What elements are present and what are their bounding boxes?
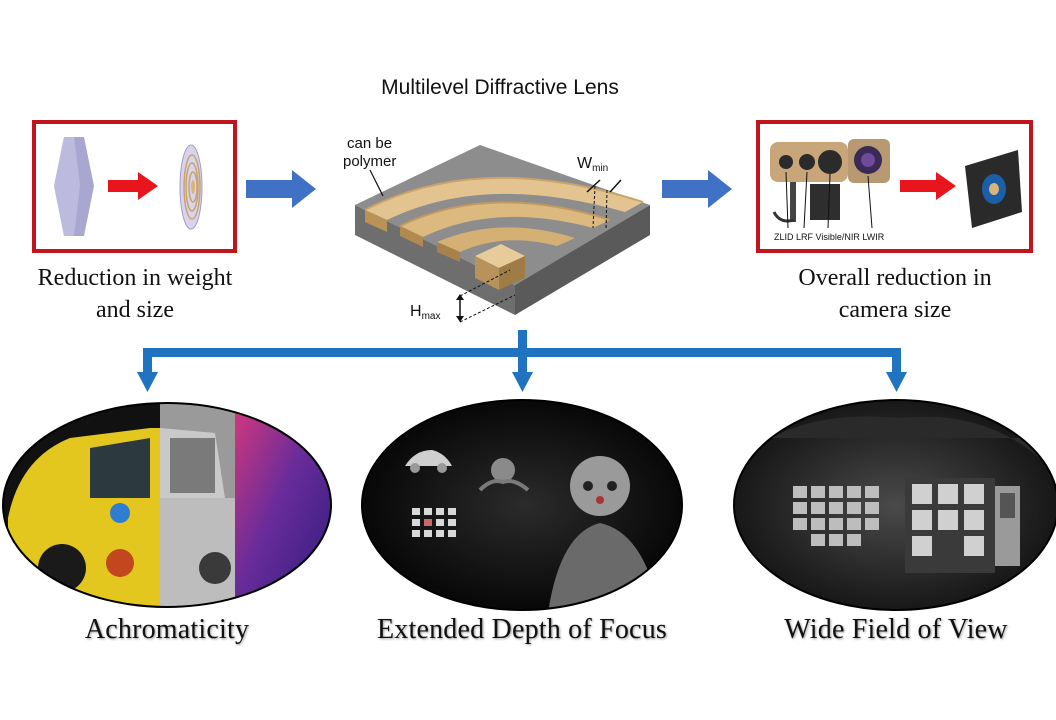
red-arrow-left-body <box>108 180 138 192</box>
arrow-down-right <box>886 372 907 392</box>
material-label-line1: can be <box>347 135 392 152</box>
material-label-line2: polymer <box>343 153 396 170</box>
multilevel-lens-illustration: can be polymer Wmin Hmax <box>343 135 650 323</box>
w-min-label: Wmin <box>577 155 608 174</box>
arrow-down-left <box>137 372 158 392</box>
caption-extended-depth: Extended Depth of Focus <box>377 614 667 645</box>
lens-comparison-graphic <box>54 137 203 236</box>
left-lens-comparison-panel <box>32 120 237 253</box>
achromaticity-image <box>3 403 331 607</box>
wide-field-image <box>734 400 1056 610</box>
caption-achromaticity: Achromaticity <box>84 614 250 645</box>
red-arrow-left-head <box>138 172 158 200</box>
h-max-label: Hmax <box>410 303 440 322</box>
blue-arrow-to-lens <box>246 170 316 208</box>
caption-wide-field: Wide Field of View <box>784 614 1008 645</box>
arrow-down-center <box>512 372 533 392</box>
diagram-title: Multilevel Diffractive Lens <box>381 76 619 99</box>
left-caption: Reduction in weight and size <box>37 265 233 323</box>
right-camera-comparison-panel: ZLID LRF Visible/NIR LWIR <box>756 120 1033 253</box>
right-caption: Overall reduction in camera size <box>798 265 992 323</box>
camera-comparison-graphic: ZLID LRF Visible/NIR LWIR <box>770 139 1022 242</box>
result-images <box>2 399 1056 611</box>
branch-connector <box>137 330 907 392</box>
blue-arrow-to-camera <box>662 170 732 208</box>
red-arrow-right-head <box>936 172 956 200</box>
extended-depth-image <box>362 400 682 610</box>
red-arrow-right-body <box>900 180 936 192</box>
camera-label: ZLID LRF Visible/NIR LWIR <box>774 232 885 242</box>
